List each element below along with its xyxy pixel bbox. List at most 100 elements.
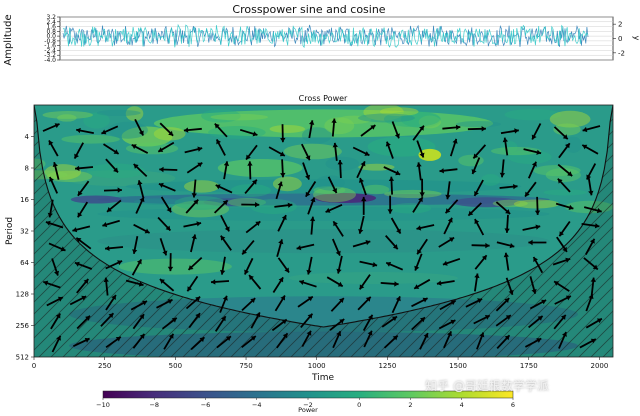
phase-arrow	[161, 317, 178, 330]
phase-arrow	[502, 137, 509, 156]
phase-arrow	[190, 234, 197, 253]
phase-arrow	[306, 256, 313, 275]
top-y2-tick-label: 0	[618, 35, 622, 43]
phase-arrow	[159, 122, 174, 137]
main-x-tick-label: 250	[98, 362, 111, 370]
phase-arrow	[69, 295, 87, 306]
phase-arrow	[185, 296, 201, 310]
phase-arrow	[582, 125, 601, 133]
top-y2label: y	[632, 36, 640, 41]
phase-arrow	[522, 224, 541, 231]
phase-arrow	[531, 123, 542, 140]
main-y-ticks: 4 8 16 32 64 128 256 512	[16, 133, 34, 362]
phase-arrow	[158, 182, 176, 192]
top-y-tick-label: 3.2	[46, 14, 56, 21]
phase-arrow	[131, 144, 149, 154]
phase-arrow	[157, 141, 175, 153]
phase-arrow	[359, 260, 378, 268]
phase-arrow	[358, 177, 367, 196]
main-xlabel: Time	[311, 373, 334, 383]
phase-arrow	[325, 203, 343, 213]
phase-arrow	[268, 146, 286, 157]
main-y-tick-label: 128	[16, 291, 29, 299]
phase-arrow	[275, 181, 283, 200]
main-x-tick-label: 500	[169, 362, 182, 370]
phase-arrow	[105, 260, 123, 270]
phase-arrow	[299, 279, 317, 288]
main-ylabel: Period	[5, 217, 15, 245]
heatmap-patch	[133, 198, 185, 205]
phase-arrow	[472, 144, 487, 159]
colorbar-tick-label: −4	[252, 401, 262, 409]
phase-arrow	[156, 298, 173, 309]
phase-arrow	[356, 161, 366, 179]
top-y2-tick-label: -2	[618, 49, 625, 57]
top-y2-tick-label: 2	[618, 21, 622, 29]
heatmap-patch	[272, 176, 302, 192]
phase-arrow	[363, 330, 373, 348]
main-panel: Cross Power 0 250 500 750 1000 1250 1500 1750 20…	[5, 94, 614, 383]
phase-arrow	[159, 166, 178, 173]
phase-arrow	[103, 187, 122, 193]
phase-arrow	[102, 219, 120, 228]
phase-arrow	[474, 254, 488, 270]
phase-arrow	[358, 215, 365, 234]
top-y-tick-label: 2.4	[46, 19, 56, 26]
phase-arrow	[419, 178, 425, 197]
phase-arrow	[416, 162, 422, 181]
phase-arrow	[213, 199, 229, 214]
heatmap-patch	[362, 184, 390, 195]
phase-arrow	[438, 319, 456, 330]
phase-arrow	[556, 236, 568, 253]
phase-arrow	[220, 256, 226, 275]
phase-arrow	[329, 318, 345, 331]
phase-arrow	[529, 276, 537, 295]
phase-arrow	[553, 314, 567, 330]
phase-arrow	[243, 257, 254, 275]
heatmap-patch	[44, 164, 82, 180]
heatmap-blob	[121, 126, 173, 147]
top-y-tick-label: -4.0	[44, 57, 56, 64]
phase-arrow	[241, 240, 255, 255]
heatmap-patch	[208, 125, 266, 139]
heatmap-patch	[533, 165, 581, 176]
phase-arrow	[362, 314, 374, 332]
phase-arrow	[524, 337, 542, 348]
colorbar: −10 −8 −6 −4 −2 0 2 4 6 Power	[96, 390, 515, 414]
phase-arrow	[331, 118, 337, 137]
phase-arrow	[241, 297, 256, 312]
main-x-tick-label: 1500	[449, 362, 467, 370]
phase-arrow	[214, 122, 228, 138]
heatmap-patch	[363, 105, 404, 121]
cone-of-influence-shade	[34, 105, 613, 357]
phase-arrow	[186, 162, 203, 174]
phase-arrow	[280, 159, 286, 178]
heatmap-patch	[337, 115, 372, 125]
phase-arrow	[474, 218, 485, 236]
main-y-tick-label: 16	[20, 196, 29, 204]
phase-arrow	[524, 181, 537, 198]
phase-arrow	[241, 335, 257, 349]
main-x-tick-label: 1250	[378, 362, 396, 370]
phase-arrow	[245, 144, 258, 161]
heatmap-blob	[97, 206, 550, 221]
phase-arrow	[305, 181, 317, 198]
main-x-tick-label: 1750	[520, 362, 538, 370]
phase-arrow	[302, 162, 311, 180]
phase-arrow	[244, 179, 258, 194]
colorbar-label: Power	[298, 406, 318, 414]
phase-arrow	[529, 299, 547, 310]
phase-arrow	[380, 281, 399, 287]
phase-arrow	[274, 202, 293, 208]
phase-arrow	[474, 273, 480, 292]
phase-arrow	[361, 196, 367, 215]
heatmap-blob	[153, 109, 494, 138]
phase-arrow	[412, 125, 425, 141]
phase-arrow	[223, 161, 230, 180]
phase-arrow	[419, 332, 429, 350]
phase-arrow	[48, 242, 66, 252]
phase-arrow	[330, 297, 345, 312]
phase-arrow	[105, 245, 124, 251]
phase-arrow	[495, 314, 512, 327]
phase-arrow	[495, 201, 511, 215]
